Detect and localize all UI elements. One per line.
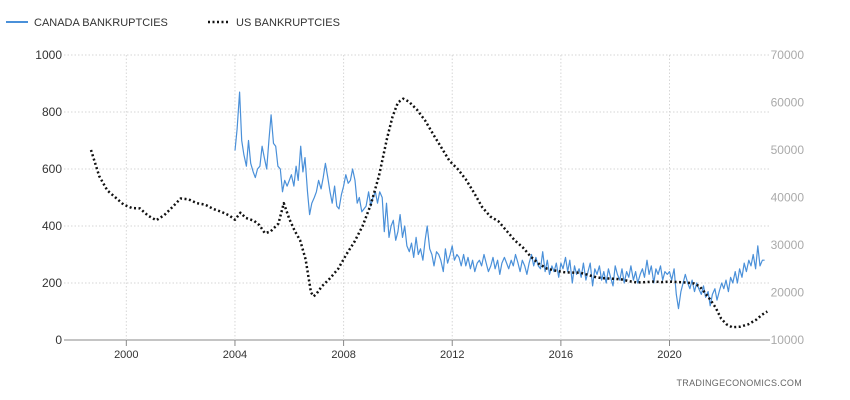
series-layer — [89, 91, 768, 329]
legend-item-us[interactable]: US BANKRUPTCIES — [208, 17, 340, 29]
legend-label-us: US BANKRUPTCIES — [236, 17, 340, 29]
x-tick-label: 2004 — [223, 349, 247, 361]
series-line-us[interactable] — [89, 97, 768, 329]
right-tick-label: 50000 — [771, 143, 805, 157]
left-tick-label: 400 — [42, 219, 62, 233]
right-tick-label: 60000 — [771, 96, 805, 110]
left-tick-label: 0 — [55, 333, 62, 347]
grid — [64, 54, 770, 346]
left-axis-ticks: 0 200 400 600 800 1000 — [35, 48, 62, 347]
right-axis-ticks: 10000 20000 30000 40000 50000 60000 70000 — [771, 48, 805, 347]
left-tick-label: 600 — [42, 162, 62, 176]
right-tick-label: 40000 — [771, 191, 805, 205]
x-axis-ticks: 2000 2004 2008 2012 2016 2020 — [114, 349, 682, 361]
source-credit[interactable]: TRADINGECONOMICS.COM — [676, 378, 802, 388]
right-tick-label: 70000 — [771, 48, 805, 62]
x-tick-label: 2000 — [114, 349, 138, 361]
left-tick-label: 800 — [42, 105, 62, 119]
x-tick-label: 2016 — [549, 349, 573, 361]
x-tick-label: 2012 — [440, 349, 464, 361]
legend: CANADA BANKRUPTCIES US BANKRUPTCIES — [6, 17, 340, 29]
left-tick-label: 200 — [42, 276, 62, 290]
x-tick-label: 2008 — [331, 349, 355, 361]
right-tick-label: 20000 — [771, 286, 805, 300]
series-line-canada[interactable] — [234, 91, 765, 310]
x-tick-label: 2020 — [657, 349, 681, 361]
left-tick-label: 1000 — [35, 48, 62, 62]
legend-label-canada: CANADA BANKRUPTCIES — [34, 17, 168, 29]
right-tick-label: 10000 — [771, 333, 805, 347]
legend-item-canada[interactable]: CANADA BANKRUPTCIES — [6, 17, 168, 29]
right-tick-label: 30000 — [771, 238, 805, 252]
